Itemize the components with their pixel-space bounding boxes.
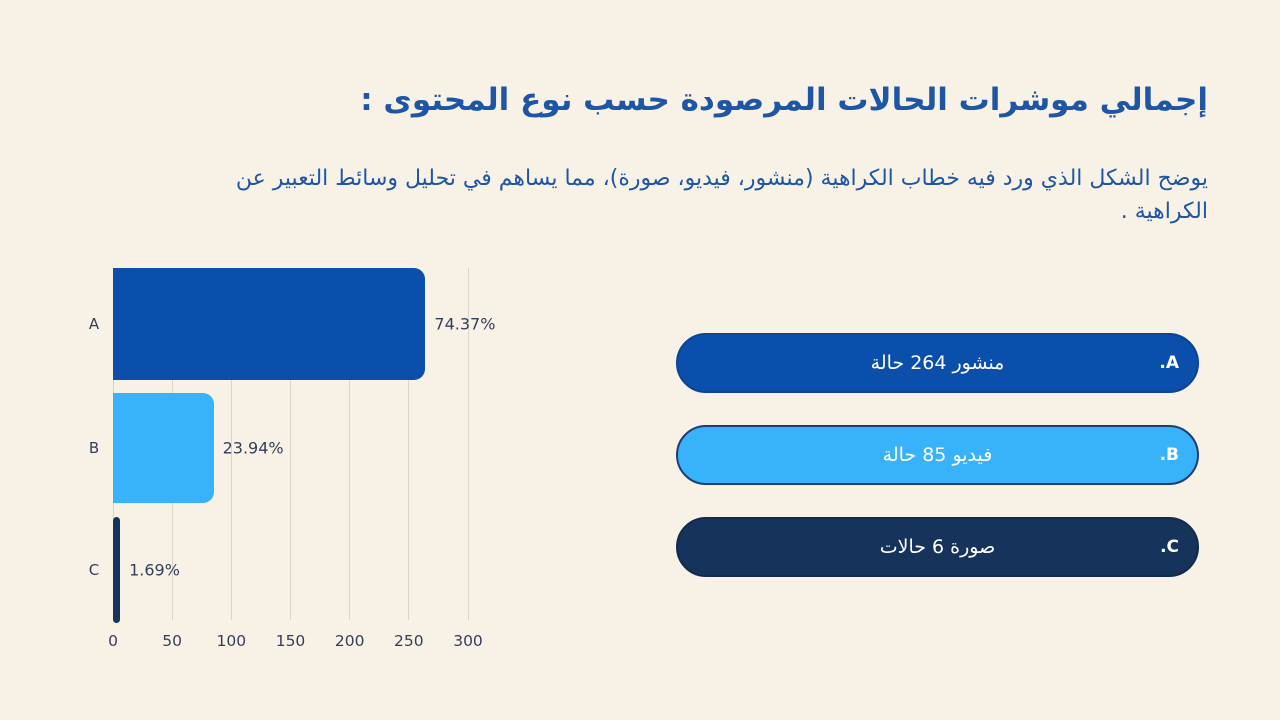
x-axis-tick: 250 bbox=[394, 632, 424, 650]
chart-legend: منشور 264 حالة .A فيديو 85 حالة .B صورة … bbox=[676, 333, 1199, 609]
value-label-b: 23.94% bbox=[222, 438, 284, 458]
x-axis-tick: 150 bbox=[275, 632, 306, 650]
x-axis-tick: 100 bbox=[216, 632, 247, 650]
category-label-c: C bbox=[88, 561, 100, 579]
gridline bbox=[408, 268, 410, 620]
bar-c bbox=[113, 517, 121, 623]
gridline bbox=[290, 268, 291, 620]
legend-label-a: منشور 264 حالة bbox=[870, 352, 1005, 374]
legend-letter-a: .A bbox=[1159, 353, 1179, 373]
value-label-a: 74.37% bbox=[434, 314, 496, 334]
legend-pill-a: منشور 264 حالة .A bbox=[676, 333, 1199, 393]
x-axis-tick: 50 bbox=[162, 632, 183, 650]
legend-pill-c: صورة 6 حالات .C bbox=[676, 517, 1199, 577]
legend-label-c: صورة 6 حالات bbox=[879, 536, 996, 558]
plot-area: A 74.37% B 23.94% C 1.69% bbox=[89, 268, 495, 624]
category-label-a: A bbox=[88, 315, 100, 333]
legend-pill-b: فيديو 85 حالة .B bbox=[676, 425, 1199, 485]
bar-b bbox=[113, 393, 214, 503]
page-title: إجمالي موشرات الحالات المرصودة حسب نوع ا… bbox=[360, 82, 1208, 118]
x-axis-tick: 200 bbox=[334, 632, 365, 650]
legend-letter-c: .C bbox=[1160, 537, 1179, 557]
x-axis-tick: 300 bbox=[453, 632, 483, 650]
value-label-c: 1.69% bbox=[129, 560, 180, 580]
page-subtitle: يوضح الشكل الذي ورد فيه خطاب الكراهية (م… bbox=[235, 166, 1208, 224]
legend-letter-b: .B bbox=[1159, 445, 1179, 465]
x-axis-tick: 0 bbox=[108, 632, 118, 650]
gridline bbox=[349, 268, 351, 620]
bar-chart: A 74.37% B 23.94% C 1.69% 0 50 100 150 200 250 300 bbox=[89, 268, 533, 668]
category-label-b: B bbox=[88, 439, 100, 457]
bar-a bbox=[113, 268, 426, 380]
gridline bbox=[230, 268, 232, 620]
legend-label-b: فيديو 85 حالة bbox=[882, 444, 993, 466]
gridline bbox=[467, 268, 469, 620]
